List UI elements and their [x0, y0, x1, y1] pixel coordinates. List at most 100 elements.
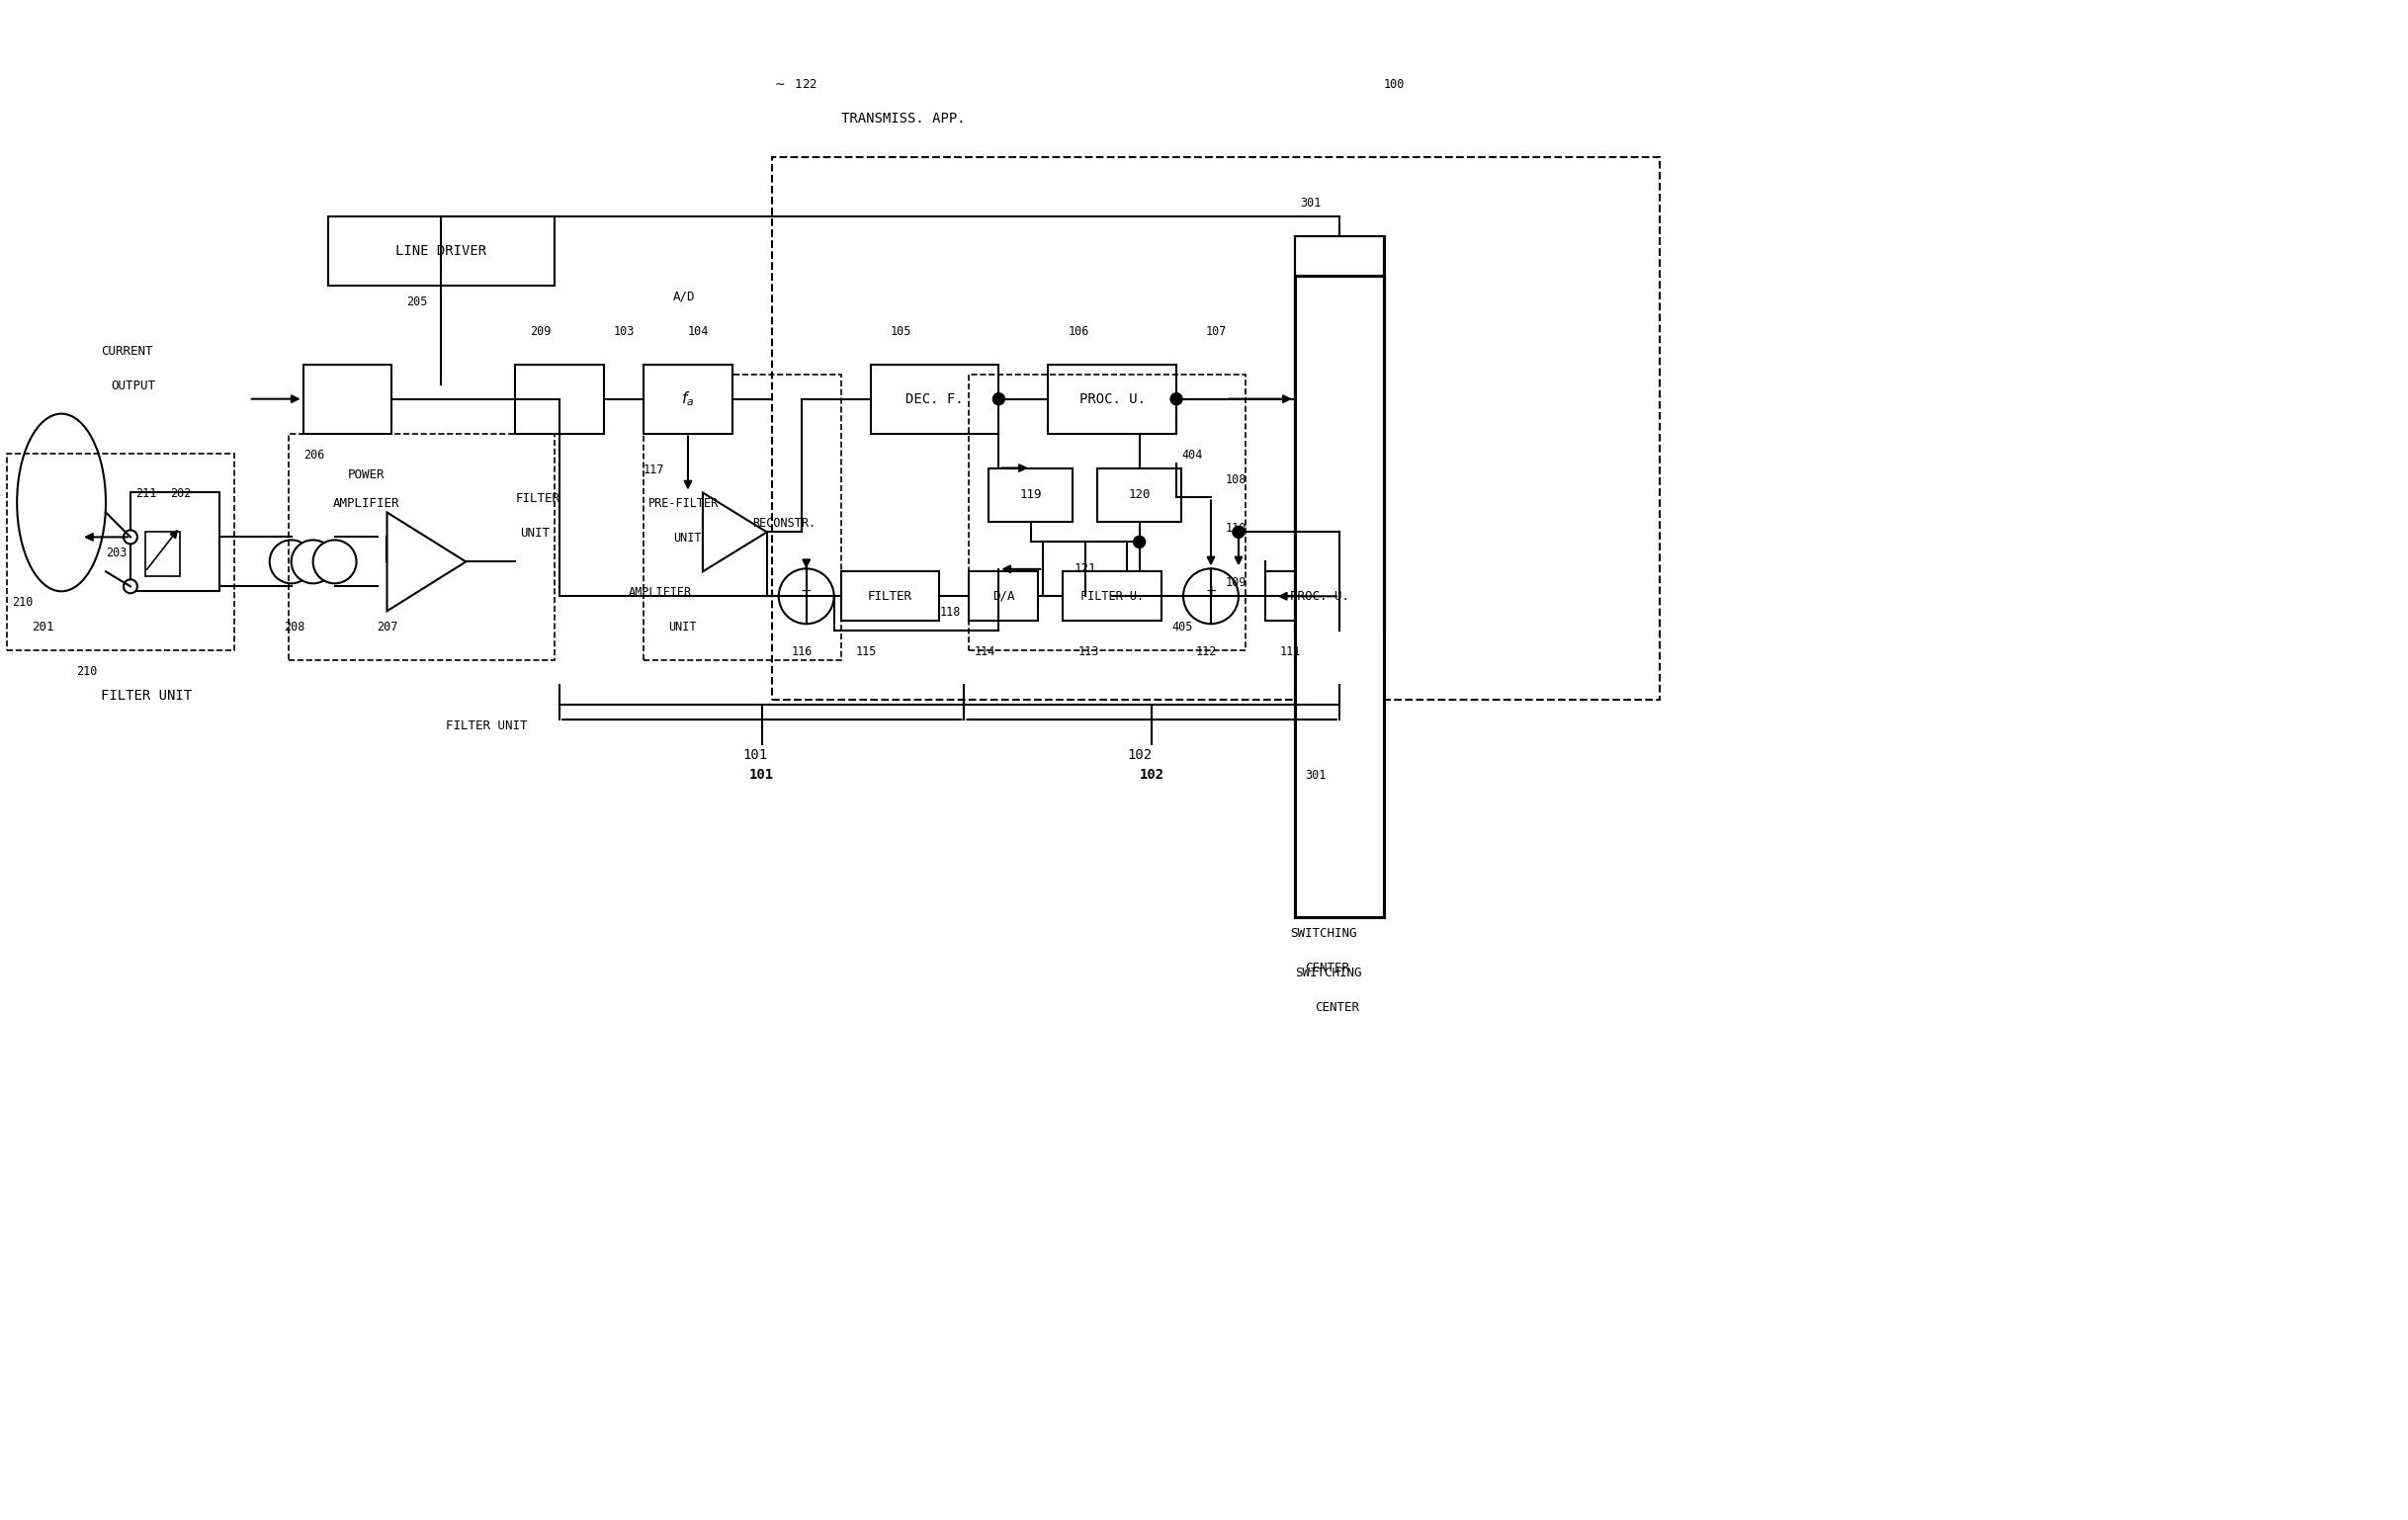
Text: 107: 107 [1206, 325, 1228, 337]
Text: 109: 109 [1226, 576, 1247, 590]
Text: UNIT: UNIT [674, 532, 701, 546]
Text: 301: 301 [1305, 769, 1327, 781]
Text: 101: 101 [742, 748, 768, 762]
Text: 105: 105 [891, 325, 910, 337]
Circle shape [313, 540, 356, 584]
Ellipse shape [17, 413, 106, 591]
Text: 102: 102 [1127, 748, 1151, 762]
Bar [515, 365, 604, 433]
Text: A/D: A/D [674, 290, 696, 304]
Bar [1043, 543, 1127, 596]
Bar [144, 532, 181, 576]
Text: PRE-FILTER: PRE-FILTER [648, 497, 720, 511]
Text: 100: 100 [1385, 79, 1404, 91]
Text: 112: 112 [1197, 646, 1216, 658]
Text: CURRENT: CURRENT [101, 345, 152, 357]
Circle shape [1170, 394, 1182, 404]
Text: 211: 211 [135, 488, 157, 500]
Text: 404: 404 [1182, 448, 1202, 461]
Bar [130, 492, 219, 591]
Text: 101: 101 [749, 768, 775, 781]
Circle shape [1233, 526, 1245, 538]
Text: 209: 209 [530, 325, 551, 337]
Bar [1098, 468, 1182, 523]
Text: 405: 405 [1170, 620, 1192, 634]
Text: 210: 210 [12, 596, 34, 610]
Text: +: + [1204, 584, 1216, 599]
Text: 115: 115 [855, 646, 877, 658]
Text: CENTER: CENTER [1305, 961, 1348, 974]
Text: TRANSMISS. APP.: TRANSMISS. APP. [840, 112, 966, 126]
Text: 114: 114 [975, 646, 995, 658]
Text: 106: 106 [1067, 325, 1088, 337]
Bar [1062, 572, 1161, 620]
Text: 121: 121 [1074, 562, 1096, 576]
Circle shape [1134, 537, 1146, 547]
Text: OUTPUT: OUTPUT [111, 378, 154, 392]
Text: UNIT: UNIT [520, 527, 549, 540]
Text: 110: 110 [1226, 523, 1247, 535]
Bar [289, 433, 554, 660]
Circle shape [125, 530, 137, 543]
Circle shape [125, 581, 137, 593]
Text: UNIT: UNIT [667, 620, 696, 634]
Text: SWITCHING: SWITCHING [1291, 927, 1356, 939]
Bar [1264, 572, 1373, 620]
Text: 205: 205 [407, 295, 429, 309]
Text: CENTER: CENTER [1315, 1000, 1358, 1014]
Circle shape [291, 540, 335, 584]
Text: $f_a$: $f_a$ [681, 389, 694, 409]
Text: $\sim$ 122: $\sim$ 122 [773, 79, 819, 91]
Circle shape [123, 579, 137, 593]
Text: 207: 207 [378, 620, 397, 634]
Text: FILTER: FILTER [515, 492, 559, 506]
Text: POWER: POWER [347, 468, 385, 480]
Text: 301: 301 [1300, 196, 1322, 210]
Circle shape [992, 394, 1004, 404]
Text: 102: 102 [1139, 768, 1163, 781]
Bar [303, 365, 393, 433]
Text: 108: 108 [1226, 473, 1247, 486]
Bar [968, 374, 1245, 651]
Bar [643, 374, 840, 660]
Bar [643, 365, 732, 433]
Bar [990, 468, 1074, 523]
Text: FILTER U.: FILTER U. [1081, 590, 1144, 602]
Text: D/A: D/A [992, 590, 1014, 602]
Text: 120: 120 [1129, 489, 1151, 502]
Circle shape [123, 530, 137, 544]
Text: DEC. F.: DEC. F. [905, 392, 963, 406]
Bar [968, 572, 1038, 620]
Bar [7, 453, 234, 651]
Text: RECONSTR.: RECONSTR. [751, 517, 816, 530]
Circle shape [1182, 568, 1238, 623]
Text: FILTER UNIT: FILTER UNIT [445, 719, 527, 733]
Text: 104: 104 [689, 325, 708, 337]
Text: 206: 206 [303, 448, 325, 461]
Bar [327, 216, 554, 286]
Circle shape [270, 540, 313, 584]
Text: PROC. U.: PROC. U. [1079, 392, 1146, 406]
Text: 202: 202 [171, 488, 190, 500]
Text: 203: 203 [106, 547, 128, 559]
Text: FILTER: FILTER [867, 590, 913, 602]
Text: 201: 201 [31, 620, 53, 634]
Bar [1047, 365, 1178, 433]
Text: PROC. U.: PROC. U. [1291, 590, 1348, 602]
Text: AMPLIFIER: AMPLIFIER [332, 497, 400, 511]
Text: 118: 118 [939, 606, 961, 619]
Text: 103: 103 [614, 325, 636, 337]
Text: 210: 210 [77, 666, 96, 678]
Text: SWITCHING: SWITCHING [1296, 967, 1361, 979]
Text: 117: 117 [643, 464, 665, 476]
Bar [773, 157, 1659, 699]
Text: AMPLIFIER: AMPLIFIER [628, 587, 691, 599]
Text: 119: 119 [1019, 489, 1043, 502]
Bar [840, 572, 939, 620]
Circle shape [778, 568, 833, 623]
Text: 111: 111 [1281, 646, 1300, 658]
Text: +: + [799, 584, 811, 599]
Text: LINE DRIVER: LINE DRIVER [395, 245, 486, 258]
Text: 116: 116 [792, 646, 811, 658]
Text: 113: 113 [1079, 646, 1098, 658]
